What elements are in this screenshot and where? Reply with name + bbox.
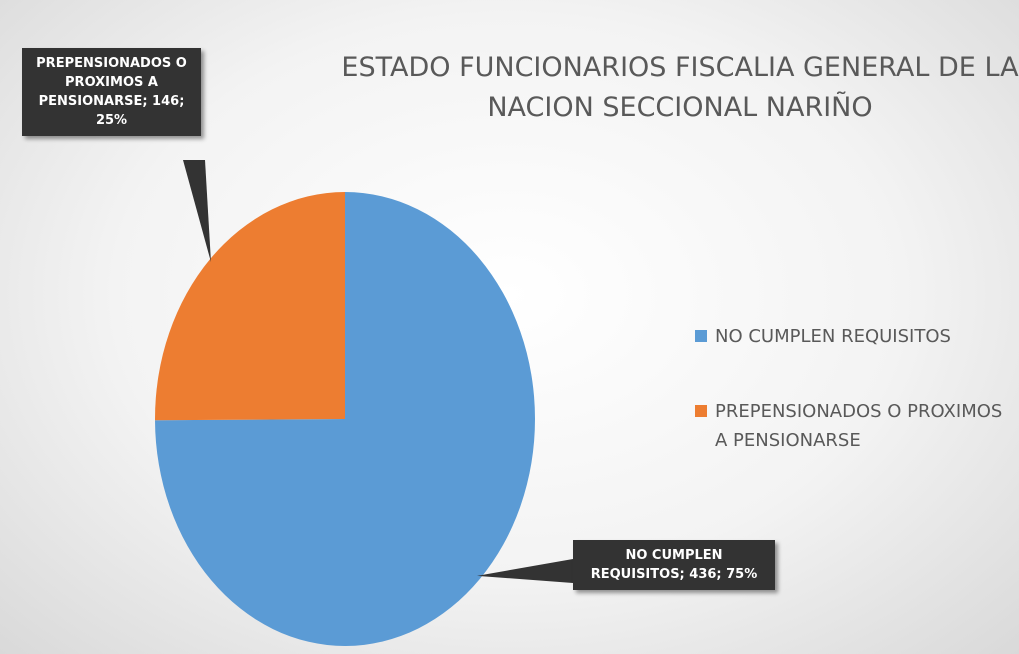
label-callout [477, 559, 573, 583]
chart-title: ESTADO FUNCIONARIOS FISCALIA GENERAL DE … [341, 52, 1019, 123]
legend-swatch [695, 330, 707, 342]
data-label: NO CUMPLEN REQUISITOS; 436; 75% [573, 540, 775, 590]
pie-slice [155, 192, 536, 646]
data-label: PREPENSIONADOS O PROXIMOS A PENSIONARSE;… [22, 48, 201, 136]
legend-label: NO CUMPLEN REQUISITOS [715, 326, 951, 347]
label-callout [183, 160, 211, 263]
pie-slice [154, 191, 345, 421]
legend-item: PREPENSIONADOS O PROXIMOS A PENSIONARSE [695, 397, 1015, 455]
legend-item: NO CUMPLEN REQUISITOS [695, 322, 1015, 351]
legend-label: PREPENSIONADOS O PROXIMOS A PENSIONARSE [715, 401, 1003, 451]
legend-swatch [695, 405, 707, 417]
